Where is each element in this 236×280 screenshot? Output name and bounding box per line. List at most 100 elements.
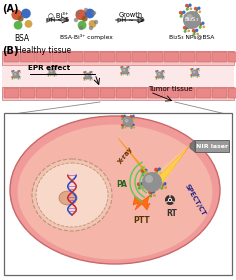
FancyBboxPatch shape [4, 52, 19, 62]
Circle shape [122, 67, 128, 74]
Circle shape [89, 73, 91, 75]
Circle shape [185, 28, 187, 30]
Circle shape [148, 190, 152, 194]
Circle shape [198, 74, 199, 76]
Circle shape [122, 68, 124, 69]
FancyBboxPatch shape [116, 52, 131, 62]
Circle shape [128, 66, 130, 68]
Circle shape [18, 71, 19, 72]
Circle shape [18, 77, 19, 78]
Circle shape [91, 79, 93, 80]
Circle shape [163, 182, 167, 186]
Circle shape [90, 78, 91, 79]
Circle shape [91, 71, 93, 73]
Circle shape [188, 4, 192, 7]
Circle shape [193, 33, 196, 36]
Ellipse shape [36, 163, 108, 227]
Circle shape [183, 15, 186, 17]
Circle shape [125, 119, 129, 123]
Circle shape [138, 186, 141, 190]
Circle shape [91, 77, 93, 79]
Text: pH ∼ 12: pH ∼ 12 [117, 17, 145, 23]
Circle shape [54, 75, 55, 77]
Circle shape [141, 173, 144, 176]
Circle shape [130, 118, 133, 120]
Circle shape [126, 72, 128, 74]
Circle shape [121, 73, 122, 74]
FancyBboxPatch shape [100, 52, 115, 62]
Circle shape [150, 192, 153, 195]
Circle shape [193, 71, 195, 73]
Circle shape [130, 124, 132, 127]
FancyBboxPatch shape [52, 88, 67, 98]
Circle shape [11, 70, 13, 72]
Circle shape [126, 66, 128, 68]
FancyBboxPatch shape [84, 52, 99, 62]
Circle shape [89, 77, 91, 79]
Circle shape [197, 69, 198, 70]
Circle shape [159, 172, 162, 174]
FancyBboxPatch shape [36, 88, 51, 98]
Circle shape [195, 29, 198, 32]
Circle shape [124, 127, 126, 129]
FancyBboxPatch shape [180, 52, 195, 62]
Circle shape [12, 72, 13, 74]
FancyBboxPatch shape [132, 88, 147, 98]
Circle shape [157, 70, 159, 72]
FancyBboxPatch shape [196, 52, 211, 62]
Circle shape [85, 77, 87, 79]
Circle shape [48, 68, 49, 69]
Circle shape [12, 71, 13, 72]
Circle shape [49, 67, 51, 69]
Bar [2, 87, 234, 100]
Polygon shape [154, 144, 190, 188]
Circle shape [48, 74, 49, 75]
FancyBboxPatch shape [116, 88, 131, 98]
Circle shape [122, 72, 123, 74]
Circle shape [55, 75, 57, 76]
Wedge shape [170, 195, 175, 202]
Circle shape [21, 9, 31, 18]
Circle shape [190, 74, 192, 76]
Text: (A): (A) [2, 4, 18, 14]
Circle shape [19, 72, 21, 73]
Circle shape [152, 190, 155, 193]
FancyBboxPatch shape [228, 88, 236, 98]
Circle shape [126, 68, 128, 70]
Circle shape [88, 20, 96, 28]
Circle shape [164, 186, 167, 189]
Text: pH < 5: pH < 5 [46, 17, 70, 23]
Circle shape [127, 73, 128, 74]
Circle shape [156, 77, 157, 78]
Circle shape [84, 73, 85, 75]
Circle shape [163, 70, 164, 72]
Circle shape [79, 26, 83, 30]
Circle shape [13, 78, 15, 79]
Circle shape [201, 22, 205, 25]
Circle shape [157, 76, 159, 78]
Circle shape [182, 11, 185, 14]
Circle shape [149, 194, 152, 198]
FancyBboxPatch shape [4, 113, 232, 275]
Circle shape [47, 73, 49, 75]
Circle shape [84, 73, 92, 80]
Circle shape [84, 79, 85, 81]
Text: SPECT/CT: SPECT/CT [183, 183, 206, 217]
Circle shape [47, 67, 49, 69]
Circle shape [50, 70, 52, 73]
Circle shape [184, 30, 187, 33]
FancyBboxPatch shape [180, 88, 195, 98]
Circle shape [90, 72, 91, 73]
Text: Healthy tissue: Healthy tissue [16, 46, 71, 55]
Circle shape [120, 66, 122, 68]
Circle shape [121, 118, 124, 120]
Circle shape [49, 69, 55, 76]
Circle shape [19, 76, 21, 78]
Circle shape [55, 67, 56, 69]
Text: NIR laser: NIR laser [196, 144, 228, 148]
FancyBboxPatch shape [148, 52, 163, 62]
FancyBboxPatch shape [20, 52, 35, 62]
Circle shape [13, 72, 15, 73]
Circle shape [128, 72, 130, 74]
Circle shape [76, 11, 80, 15]
